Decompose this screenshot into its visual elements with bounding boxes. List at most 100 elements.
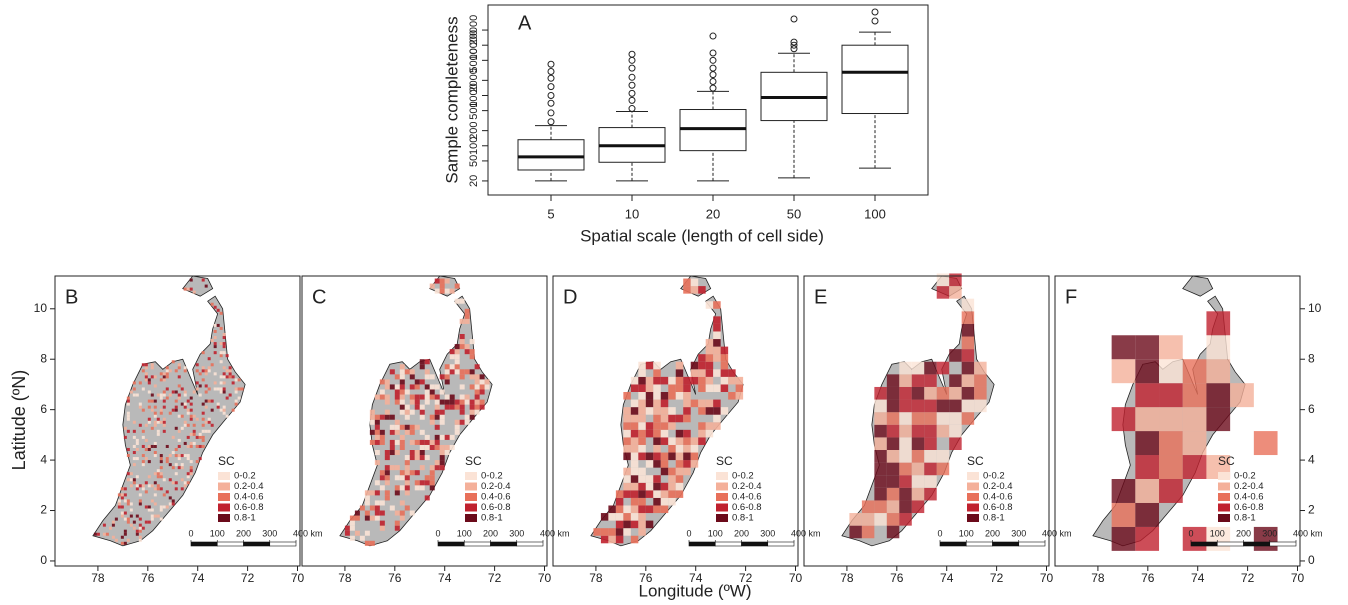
map-cell (168, 463, 172, 467)
map-cell (623, 437, 631, 445)
map-cell (399, 404, 405, 410)
map-cell (404, 505, 410, 511)
map-cell (374, 439, 380, 445)
map-cell (886, 399, 900, 413)
map-cell (404, 404, 410, 410)
map-cell (454, 364, 460, 370)
map-cell (123, 499, 127, 503)
map-cell (419, 455, 425, 461)
x-tick-label: 74 (191, 571, 205, 585)
map-cell (464, 313, 470, 319)
map-cell (123, 529, 127, 533)
map-cell (210, 399, 214, 403)
map-cell (156, 484, 160, 488)
map-cell (668, 467, 676, 476)
map-cell (623, 505, 631, 514)
map-cell (638, 505, 646, 514)
map-cell (183, 441, 187, 445)
x-tick-label: 10 (625, 206, 639, 221)
map-cell (899, 437, 912, 450)
scale-label: 200 (236, 528, 251, 538)
map-cell (404, 414, 410, 420)
scale-segment (463, 541, 491, 547)
map-cell (174, 408, 178, 412)
scale-label: 400 km (540, 528, 570, 538)
legend-label: 0.6-0.8 (234, 502, 264, 513)
map-cell (874, 386, 887, 400)
outlier (709, 77, 717, 85)
map-cell (660, 497, 669, 506)
map-cell (454, 404, 460, 410)
map-cell (645, 429, 654, 438)
map-cell (141, 460, 145, 464)
map-cell (434, 384, 440, 390)
map-cell (675, 444, 684, 453)
map-cell (474, 374, 480, 380)
map-cell (638, 444, 646, 453)
map-cell (126, 396, 130, 400)
map-cell (153, 411, 157, 415)
map-cell (936, 412, 950, 425)
map-cell (192, 390, 196, 394)
legend-swatch (218, 493, 230, 501)
map-cell (409, 384, 415, 390)
legend-swatch (967, 472, 979, 480)
map-cell (1135, 335, 1160, 360)
map-cell (630, 520, 639, 529)
map-cell (429, 439, 435, 445)
map-cell (237, 396, 241, 400)
legend-title: SC (465, 454, 482, 468)
map-cell (936, 450, 950, 463)
map-cell (186, 399, 190, 403)
map-cell (399, 409, 405, 415)
map-cell (404, 369, 410, 375)
map-cell (132, 420, 136, 424)
legend-swatch (1218, 482, 1230, 491)
map-cell (207, 420, 211, 424)
map-cell (144, 438, 148, 442)
scale-label: 200 (1236, 528, 1251, 538)
map-cell (623, 482, 631, 491)
map-cell (949, 286, 962, 299)
legend-label: 0.8-1 (732, 513, 754, 524)
map-cell (459, 369, 465, 375)
map-cell (213, 345, 217, 349)
map-cell (394, 439, 400, 445)
map-cell (159, 420, 163, 424)
map-cell (195, 417, 199, 421)
map-cell (201, 369, 205, 373)
map-cell (153, 454, 157, 458)
map-cell (201, 417, 205, 421)
map-cell (369, 419, 375, 425)
map-cell (424, 439, 430, 445)
map-cell (949, 374, 962, 387)
map-cell (141, 487, 145, 491)
map-cell (630, 414, 639, 423)
map-cell (414, 394, 420, 400)
map-cell (135, 532, 139, 536)
map-cell (886, 462, 900, 476)
map-cell (222, 345, 226, 349)
map-cell (150, 393, 154, 397)
outlier (709, 64, 717, 72)
scale-label: 200 (985, 528, 1000, 538)
map-cell (210, 339, 214, 343)
map-cell (404, 455, 410, 461)
map-cell (394, 485, 400, 491)
x-tick-label: 70 (291, 571, 305, 585)
map-cell (102, 523, 106, 527)
map-cell (705, 407, 714, 415)
map-cell (216, 323, 220, 327)
legend-label: 0.2-0.4 (234, 481, 264, 492)
scale-label: 0 (188, 528, 193, 538)
map-cell (153, 423, 157, 427)
map-cell (135, 457, 139, 461)
map-cell (1135, 526, 1160, 551)
map-cell (660, 490, 669, 498)
map-cell (886, 475, 900, 488)
map-cell (399, 470, 405, 476)
map-cell (429, 470, 435, 476)
map-cell (153, 493, 157, 497)
x-tick-label: 70 (1291, 571, 1305, 585)
map-cell (683, 429, 691, 438)
